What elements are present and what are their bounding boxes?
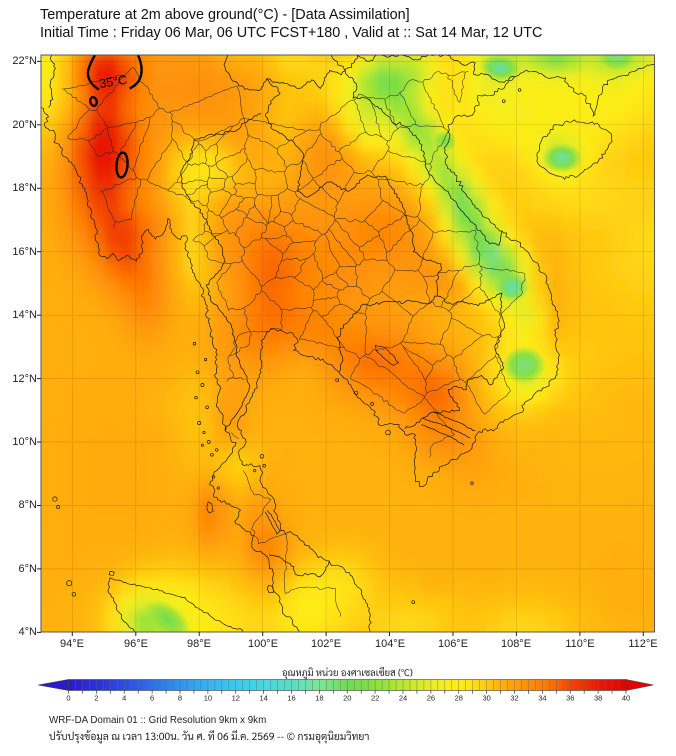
svg-text:26: 26 — [427, 694, 435, 703]
svg-text:38: 38 — [594, 694, 602, 703]
svg-text:12: 12 — [232, 694, 240, 703]
svg-text:16: 16 — [287, 694, 295, 703]
svg-text:WRF-DA Domain 01 :: Grid Resol: WRF-DA Domain 01 :: Grid Resolution 9km … — [49, 715, 266, 726]
svg-text:2: 2 — [94, 694, 98, 703]
svg-text:14: 14 — [259, 694, 267, 703]
svg-text:28: 28 — [455, 694, 463, 703]
svg-text:32: 32 — [510, 694, 518, 703]
svg-text:36: 36 — [566, 694, 574, 703]
svg-text:10: 10 — [204, 694, 212, 703]
svg-text:0: 0 — [66, 694, 70, 703]
svg-text:35°C: 35°C — [98, 73, 128, 91]
svg-text:30: 30 — [482, 694, 490, 703]
svg-text:34: 34 — [538, 694, 546, 703]
svg-text:40: 40 — [622, 694, 630, 703]
svg-text:22: 22 — [371, 694, 379, 703]
svg-text:18: 18 — [315, 694, 323, 703]
svg-text:24: 24 — [399, 694, 407, 703]
svg-text:4: 4 — [122, 694, 126, 703]
svg-text:8: 8 — [178, 694, 182, 703]
svg-text:6: 6 — [150, 694, 154, 703]
svg-text:20: 20 — [343, 694, 351, 703]
